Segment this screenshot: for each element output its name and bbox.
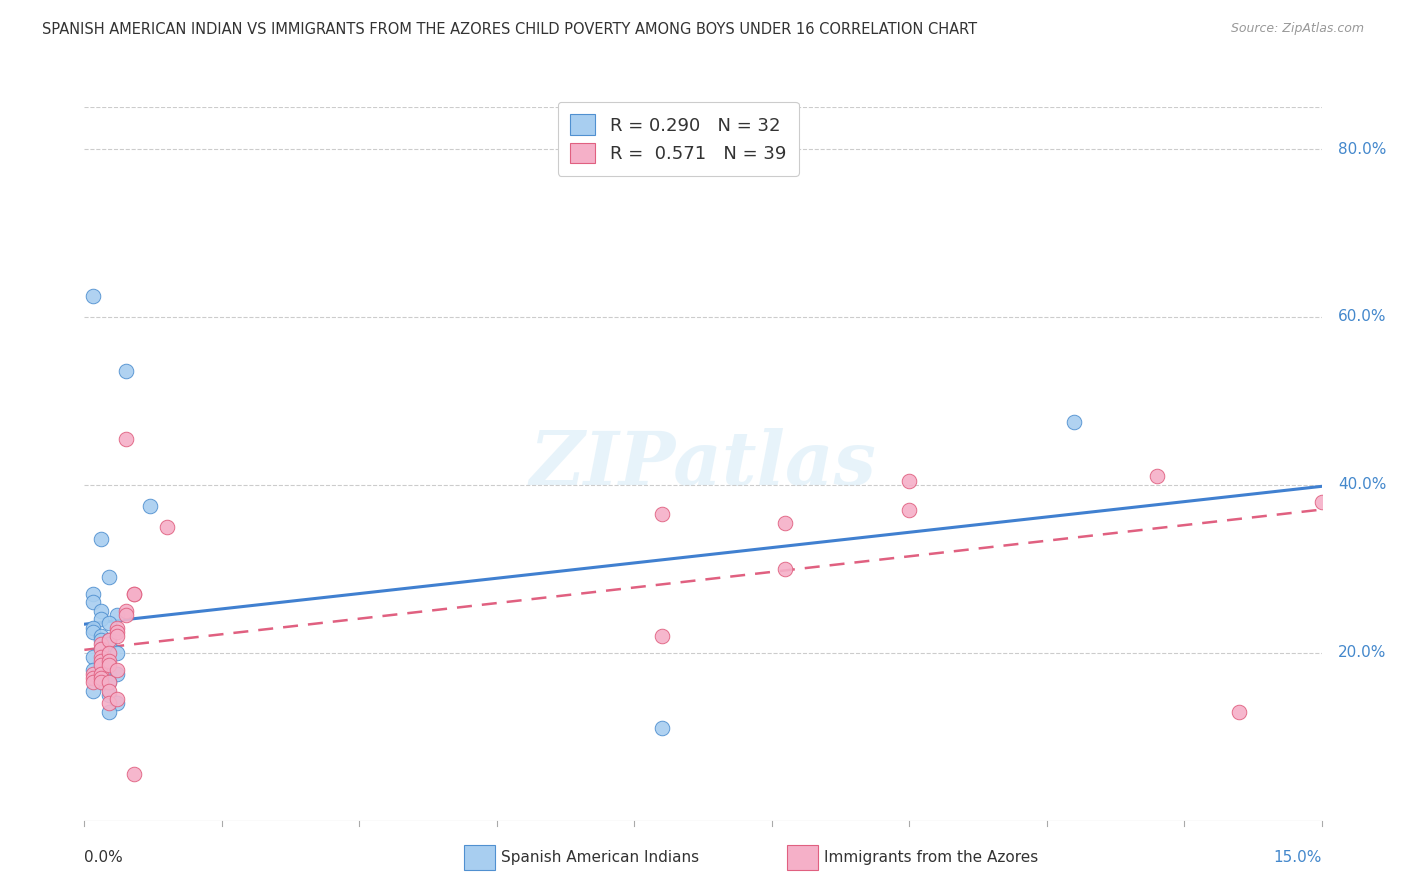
Point <box>98 675 121 690</box>
Point <box>98 705 121 719</box>
Point <box>82 595 104 609</box>
Point <box>98 696 121 710</box>
Point <box>105 607 128 622</box>
Point <box>1310 494 1333 508</box>
Point <box>90 658 112 673</box>
Text: ZIPatlas: ZIPatlas <box>530 427 876 500</box>
Point <box>90 637 112 651</box>
Point <box>651 721 673 735</box>
Point <box>98 570 121 584</box>
Point <box>82 649 104 664</box>
Point <box>122 767 145 781</box>
Point <box>90 654 112 668</box>
Point <box>98 654 121 668</box>
Point <box>898 503 921 517</box>
Point <box>82 683 104 698</box>
Point <box>105 666 128 681</box>
Point <box>90 641 112 656</box>
Point <box>90 671 112 685</box>
Point <box>114 364 136 378</box>
Point <box>98 658 121 673</box>
Point <box>98 666 121 681</box>
Point <box>82 663 104 677</box>
Point <box>90 629 112 643</box>
Point <box>105 624 128 639</box>
Point <box>98 637 121 651</box>
Point <box>90 675 112 690</box>
Text: SPANISH AMERICAN INDIAN VS IMMIGRANTS FROM THE AZORES CHILD POVERTY AMONG BOYS U: SPANISH AMERICAN INDIAN VS IMMIGRANTS FR… <box>42 22 977 37</box>
Point <box>82 289 104 303</box>
Text: 15.0%: 15.0% <box>1274 850 1322 865</box>
Point <box>156 520 179 534</box>
Point <box>82 675 104 690</box>
Text: Spanish American Indians: Spanish American Indians <box>501 850 699 864</box>
Point <box>90 675 112 690</box>
Point <box>82 671 104 685</box>
Text: Immigrants from the Azores: Immigrants from the Azores <box>824 850 1038 864</box>
Point <box>1063 415 1085 429</box>
Point <box>82 666 104 681</box>
Point <box>98 633 121 648</box>
Point <box>90 649 112 664</box>
Point <box>98 616 121 631</box>
Text: 60.0%: 60.0% <box>1339 310 1386 325</box>
Point <box>90 658 112 673</box>
Point <box>775 562 797 576</box>
Point <box>90 612 112 626</box>
Point <box>98 675 121 690</box>
Point <box>105 663 128 677</box>
Point <box>775 516 797 530</box>
Point <box>90 633 112 648</box>
Point <box>105 696 128 710</box>
Point <box>114 432 136 446</box>
Text: 20.0%: 20.0% <box>1339 645 1386 660</box>
Point <box>90 533 112 547</box>
Text: 80.0%: 80.0% <box>1339 142 1386 156</box>
Point <box>1146 469 1168 483</box>
Point <box>82 624 104 639</box>
Point <box>114 604 136 618</box>
Text: Source: ZipAtlas.com: Source: ZipAtlas.com <box>1230 22 1364 36</box>
Point <box>114 607 136 622</box>
Point <box>122 587 145 601</box>
Point <box>98 646 121 660</box>
Point <box>1227 705 1250 719</box>
Point <box>105 629 128 643</box>
Point <box>651 507 673 521</box>
Point <box>98 688 121 702</box>
Point <box>105 646 128 660</box>
Point <box>651 629 673 643</box>
Point <box>90 604 112 618</box>
Point <box>105 692 128 706</box>
Point <box>82 621 104 635</box>
Point <box>898 474 921 488</box>
Point <box>90 641 112 656</box>
Legend: R = 0.290   N = 32, R =  0.571   N = 39: R = 0.290 N = 32, R = 0.571 N = 39 <box>558 102 799 176</box>
Text: 0.0%: 0.0% <box>84 850 124 865</box>
Point <box>105 621 128 635</box>
Point <box>98 683 121 698</box>
Point <box>90 666 112 681</box>
Point <box>98 633 121 648</box>
Text: 40.0%: 40.0% <box>1339 477 1386 492</box>
Point <box>82 587 104 601</box>
Point <box>122 587 145 601</box>
Point <box>139 499 162 513</box>
